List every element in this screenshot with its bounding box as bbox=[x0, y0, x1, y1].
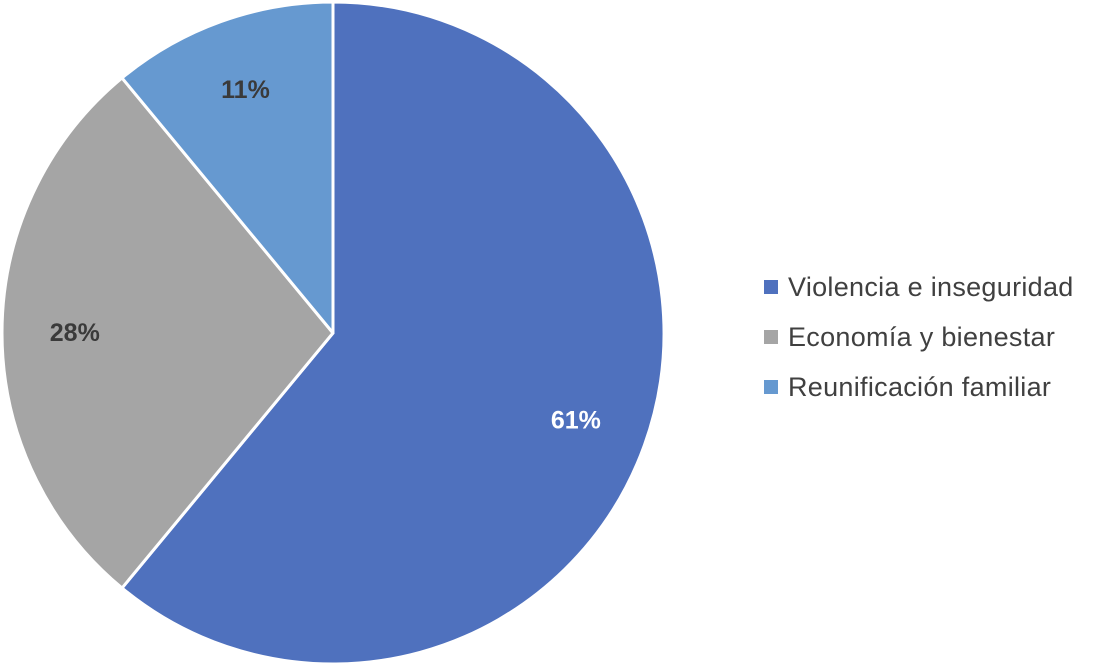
pie-slice bbox=[120, 0, 335, 335]
slice-data-label: 61% bbox=[551, 407, 601, 435]
legend-swatch bbox=[764, 330, 778, 344]
legend-item: Economía y bienestar bbox=[764, 312, 1074, 362]
legend-label: Reunificación familiar bbox=[788, 371, 1052, 402]
pie-chart: 61% 28% 11% bbox=[0, 0, 666, 666]
legend-label: Violencia e inseguridad bbox=[788, 271, 1074, 302]
pie-slice bbox=[0, 76, 335, 590]
legend: Violencia e inseguridad Economía y bienes… bbox=[764, 262, 1074, 412]
legend-item: Reunificación familiar bbox=[764, 362, 1074, 412]
legend-item: Violencia e inseguridad bbox=[764, 262, 1074, 312]
pie-slice bbox=[120, 0, 666, 666]
slice-data-label: 28% bbox=[50, 319, 100, 347]
legend-swatch bbox=[764, 280, 778, 294]
slice-data-label: 11% bbox=[221, 76, 270, 104]
legend-label: Economía y bienestar bbox=[788, 321, 1056, 352]
legend-swatch bbox=[764, 380, 778, 394]
